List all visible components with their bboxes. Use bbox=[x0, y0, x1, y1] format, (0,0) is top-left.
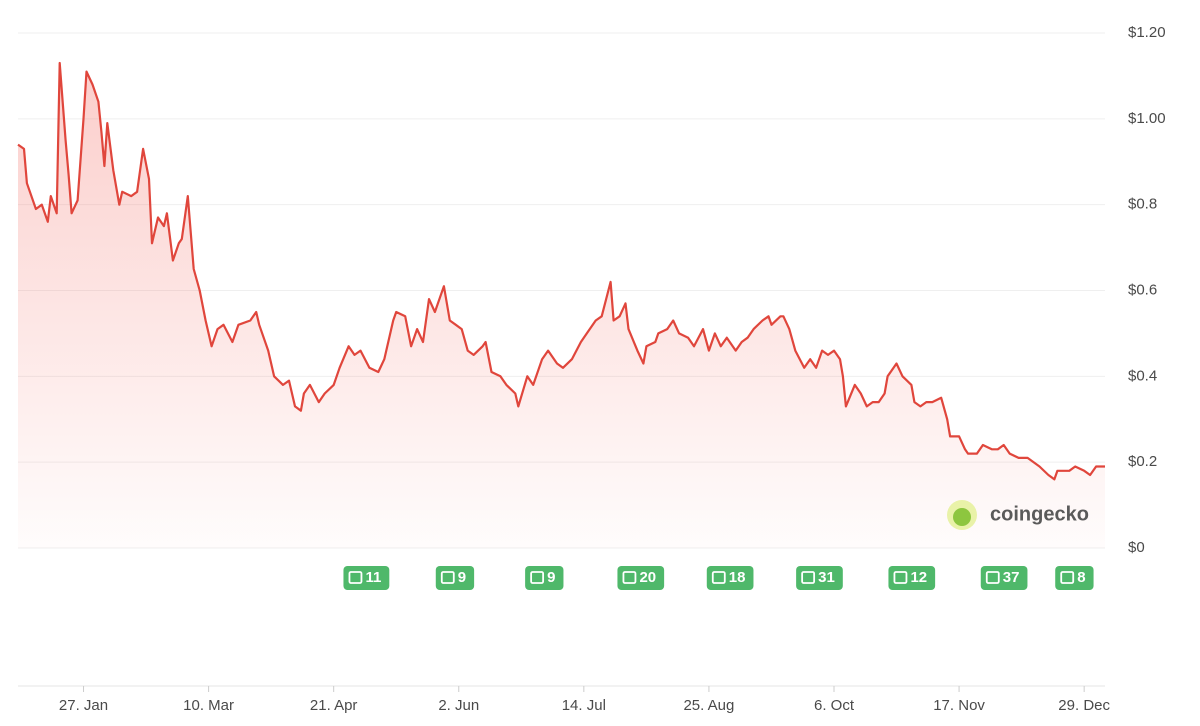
y-tick-label: $0.8 bbox=[1128, 196, 1157, 213]
y-tick-label: $0 bbox=[1128, 539, 1145, 556]
price-line bbox=[17, 61, 1105, 481]
news-badge[interactable]: 8 bbox=[1055, 566, 1094, 590]
y-tick-label: $0.2 bbox=[1128, 453, 1157, 470]
news-count: 12 bbox=[910, 569, 927, 586]
news-icon bbox=[801, 571, 816, 584]
y-tick-label: $1.20 bbox=[1128, 24, 1166, 41]
watermark: coingecko bbox=[990, 503, 1089, 525]
news-badge[interactable]: 12 bbox=[888, 566, 936, 590]
news-icon bbox=[893, 571, 908, 584]
news-icon bbox=[530, 571, 545, 584]
x-tick-label: 27. Jan bbox=[59, 697, 108, 714]
news-icon bbox=[1060, 571, 1075, 584]
news-icon bbox=[622, 571, 637, 584]
news-badge[interactable]: 20 bbox=[617, 566, 665, 590]
news-count: 9 bbox=[458, 569, 466, 586]
watermark-logo-inner bbox=[953, 508, 971, 526]
news-count: 18 bbox=[729, 569, 746, 586]
news-badge[interactable]: 31 bbox=[796, 566, 843, 590]
news-count: 8 bbox=[1077, 569, 1085, 586]
news-icon bbox=[348, 571, 363, 584]
news-count: 37 bbox=[1003, 569, 1020, 586]
news-count: 9 bbox=[547, 569, 555, 586]
news-badge[interactable]: 11 bbox=[343, 566, 390, 590]
news-count: 20 bbox=[639, 569, 656, 586]
news-count: 31 bbox=[818, 569, 835, 586]
news-badge[interactable]: 9 bbox=[435, 566, 475, 590]
x-tick-label: 10. Mar bbox=[183, 697, 234, 714]
news-count: 11 bbox=[365, 569, 381, 586]
news-icon bbox=[440, 571, 455, 584]
x-tick-label: 25. Aug bbox=[683, 697, 734, 714]
x-tick-label: 17. Nov bbox=[933, 697, 985, 714]
x-tick-label: 21. Apr bbox=[310, 697, 358, 714]
news-badge[interactable]: 18 bbox=[706, 566, 754, 590]
y-tick-label: $0.6 bbox=[1128, 281, 1157, 298]
price-area bbox=[18, 63, 1105, 548]
news-icon bbox=[711, 571, 726, 584]
y-tick-label: $0.4 bbox=[1128, 367, 1157, 384]
x-tick-label: 6. Oct bbox=[814, 697, 855, 714]
x-tick-label: 29. Dec bbox=[1058, 697, 1110, 714]
news-badge[interactable]: 37 bbox=[980, 566, 1028, 590]
news-badge[interactable]: 9 bbox=[525, 566, 564, 590]
x-tick-label: 2. Jun bbox=[438, 697, 479, 714]
news-icon bbox=[985, 571, 1000, 584]
y-tick-label: $1.00 bbox=[1128, 110, 1166, 127]
x-tick-label: 14. Jul bbox=[562, 697, 606, 714]
